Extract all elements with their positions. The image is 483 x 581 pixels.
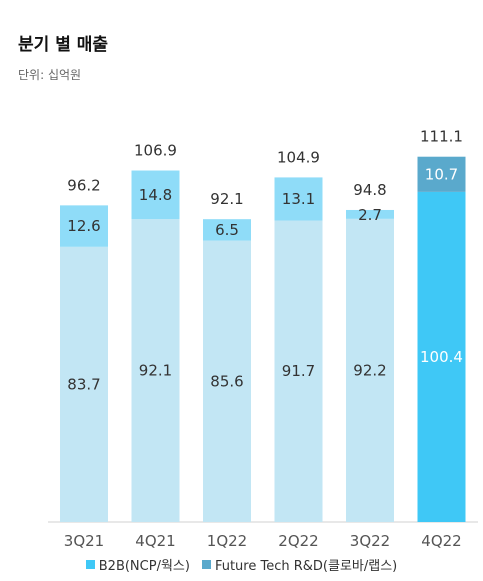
legend-swatch-b2b (85, 560, 95, 569)
legend: B2B(NCP/웍스) Future Tech R&D(클로바/랩스) (0, 555, 483, 574)
total-label-4Q22: 111.1 (420, 128, 463, 146)
bar-b2b-2Q22 (274, 220, 323, 522)
value-label-future-tech-2Q22: 13.1 (282, 190, 315, 208)
chart-title: 분기 별 매출 (18, 35, 109, 55)
stacked-bar-chart: 83.7 12.6 96.2 3Q21 92.1 14.8 106.9 4Q21 85.6 6.5… (48, 128, 478, 550)
bar-future-tech-3Q22 (346, 209, 394, 219)
value-label-future-tech-1Q22: 6.5 (215, 221, 239, 239)
x-tick-label-2Q22: 2Q22 (278, 532, 318, 550)
total-label-2Q22: 104.9 (277, 148, 320, 166)
value-label-b2b-4Q21: 92.1 (139, 362, 172, 380)
bar-b2b-4Q21 (131, 219, 180, 522)
value-label-b2b-3Q22: 92.2 (353, 361, 386, 379)
chart-subtitle: 단위: 십억원 (18, 68, 82, 82)
bar-future-tech-4Q21 (131, 170, 180, 220)
legend-item-b2b: B2B(NCP/웍스) (85, 555, 190, 574)
total-label-4Q21: 106.9 (134, 142, 177, 160)
legend-label-future-tech: Future Tech R&D(클로바/랩스) (214, 559, 398, 574)
total-label-3Q21: 96.2 (67, 176, 100, 194)
value-label-b2b-1Q22: 85.6 (210, 372, 243, 390)
bar-future-tech-2Q22 (274, 177, 323, 221)
bar-future-tech-3Q21 (60, 205, 108, 247)
bar-b2b-3Q21 (60, 246, 108, 522)
bar-b2b-1Q22 (203, 240, 251, 523)
value-label-b2b-2Q22: 91.7 (282, 362, 315, 380)
value-label-future-tech-4Q22: 10.7 (425, 165, 458, 183)
value-label-future-tech-3Q22: 2.7 (358, 206, 382, 224)
bar-b2b-4Q22 (417, 191, 466, 522)
total-label-3Q22: 94.8 (353, 181, 386, 199)
total-label-1Q22: 92.1 (210, 190, 243, 208)
bar-future-tech-4Q22 (417, 156, 466, 192)
x-tick-label-4Q21: 4Q21 (135, 532, 175, 550)
x-tick-label-3Q21: 3Q21 (64, 532, 104, 550)
x-tick-label-3Q22: 3Q22 (350, 532, 390, 550)
value-label-future-tech-3Q21: 12.6 (67, 217, 100, 235)
labels-group: 83.7 12.6 96.2 3Q21 92.1 14.8 106.9 4Q21 85.6 6.5… (64, 128, 463, 550)
legend-label-b2b: B2B(NCP/웍스) (98, 559, 190, 574)
value-label-b2b-4Q22: 100.4 (420, 348, 463, 366)
legend-swatch-future-tech (201, 560, 211, 569)
bars-group (60, 156, 466, 523)
x-tick-label-1Q22: 1Q22 (207, 532, 247, 550)
bar-b2b-3Q22 (346, 218, 394, 522)
bar-future-tech-1Q22 (203, 219, 251, 241)
value-label-future-tech-4Q21: 14.8 (139, 186, 172, 204)
value-label-b2b-3Q21: 83.7 (67, 375, 100, 393)
legend-item-future-tech: Future Tech R&D(클로바/랩스) (201, 555, 398, 574)
x-tick-label-4Q22: 4Q22 (421, 532, 461, 550)
